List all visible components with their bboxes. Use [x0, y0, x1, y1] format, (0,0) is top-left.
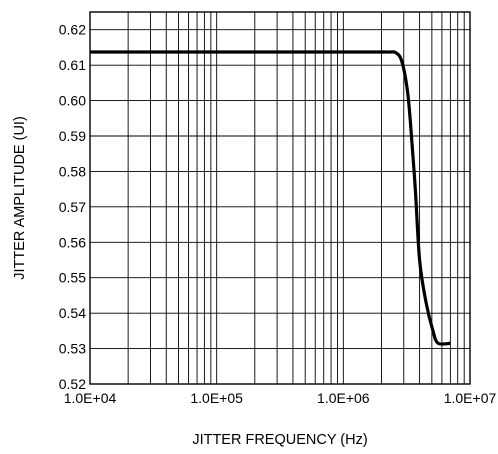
y-tick-label: 0.57 — [59, 199, 86, 215]
series-line — [89, 50, 451, 346]
x-tick-label: 1.0E+07 — [444, 390, 497, 406]
y-tick-label: 0.60 — [59, 93, 86, 109]
y-tick-label: 0.58 — [59, 163, 86, 179]
series-layer — [89, 50, 451, 346]
y-tick-label: 0.52 — [59, 376, 86, 392]
x-tick-label: 1.0E+04 — [64, 390, 117, 406]
x-tick-label: 1.0E+05 — [190, 390, 243, 406]
plot-frame — [89, 11, 471, 385]
y-tick-label: 0.56 — [59, 234, 86, 250]
x-axis-label: JITTER FREQUENCY (Hz) — [192, 432, 367, 448]
y-tick-label: 0.61 — [59, 57, 86, 73]
y-tick-label: 0.53 — [59, 341, 86, 357]
y-tick-labels: 0.52 0.53 0.54 0.55 0.56 0.57 0.58 0.59 0.60 0.61… — [59, 22, 86, 392]
y-tick-label: 0.62 — [59, 22, 86, 38]
x-tick-labels: 1.0E+04 1.0E+05 1.0E+06 1.0E+07 — [64, 390, 497, 406]
y-tick-label: 0.59 — [59, 128, 86, 144]
y-tick-label: 0.55 — [59, 270, 86, 286]
x-tick-label: 1.0E+06 — [317, 390, 370, 406]
y-tick-label: 0.54 — [59, 305, 86, 321]
y-axis-label: JITTER AMPLITUDE (UI) — [12, 116, 28, 280]
grid-lines — [90, 12, 470, 384]
